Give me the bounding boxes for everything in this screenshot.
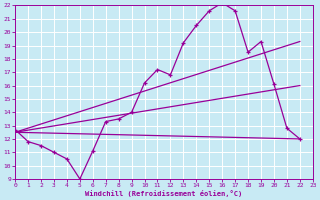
X-axis label: Windchill (Refroidissement éolien,°C): Windchill (Refroidissement éolien,°C): [85, 190, 243, 197]
